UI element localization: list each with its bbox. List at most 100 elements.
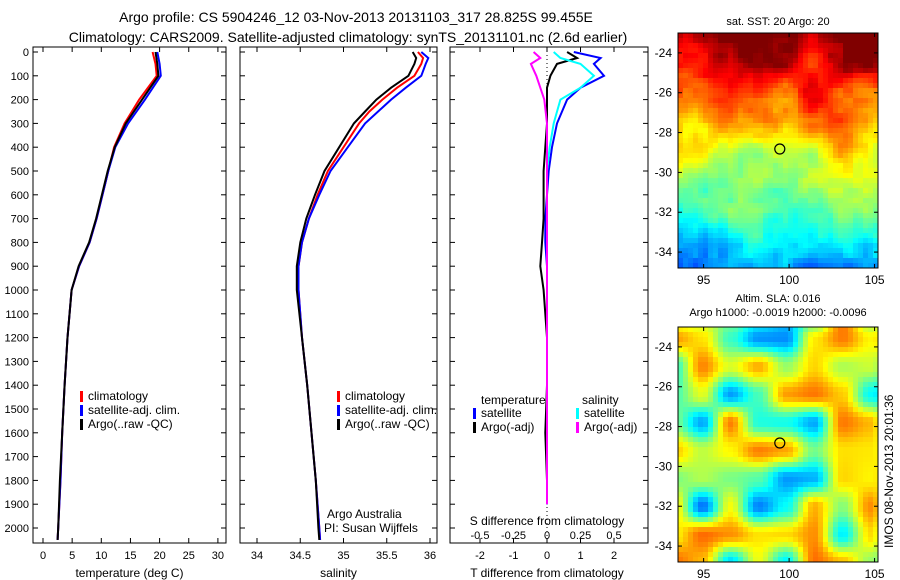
sla-map-cell: [843, 372, 848, 377]
series-line-argo-raw-qc-: [56, 51, 160, 540]
sst-map-cell: [703, 228, 708, 233]
sla-map-cell: [818, 482, 823, 487]
sst-map-cell: [738, 128, 743, 133]
sla-map-cell: [733, 332, 738, 337]
sst-map-cell: [853, 188, 858, 193]
sla-map-cell: [848, 347, 853, 352]
sla-map-cell: [748, 447, 753, 452]
sst-map-cell: [683, 253, 688, 258]
sla-map-cell: [833, 402, 838, 407]
sst-map-cell: [783, 153, 788, 158]
sla-map-cell: [818, 512, 823, 517]
sst-map-cell: [748, 178, 753, 183]
sst-map-cell: [698, 113, 703, 118]
sla-map-cell: [798, 417, 803, 422]
sla-map-cell: [683, 452, 688, 457]
sla-map-cell: [743, 422, 748, 427]
sla-map-cell: [843, 542, 848, 547]
sla-map-cell: [683, 472, 688, 477]
sla-map-cell: [818, 467, 823, 472]
sla-map-cell: [748, 347, 753, 352]
sst-map-cell: [838, 73, 843, 78]
sst-map-cell: [848, 83, 853, 88]
sla-map-cell: [788, 517, 793, 522]
sla-map-cell: [758, 447, 763, 452]
sst-map-cell: [788, 203, 793, 208]
sla-map-cell: [803, 327, 808, 332]
sla-map-cell: [813, 377, 818, 382]
sla-map-cell: [703, 367, 708, 372]
sst-map-cell: [828, 258, 833, 263]
sla-map-cell: [798, 372, 803, 377]
sst-map-cell: [858, 83, 863, 88]
sst-map-cell: [783, 83, 788, 88]
sla-map-cell: [683, 427, 688, 432]
sla-map-cell: [843, 357, 848, 362]
sla-map-cell: [753, 357, 758, 362]
sst-map-cell: [813, 43, 818, 48]
sla-map-cell: [853, 457, 858, 462]
sst-map-cell: [683, 38, 688, 43]
sst-map-cell: [868, 218, 873, 223]
sst-map-cell: [748, 223, 753, 228]
sla-map-cell: [868, 542, 873, 547]
sst-map-cell: [678, 258, 683, 263]
sst-map-cell: [683, 88, 688, 93]
sla-map-cell: [678, 467, 683, 472]
sla-map-cell: [758, 487, 763, 492]
sst-map-cell: [808, 73, 813, 78]
sla-map-cell: [803, 497, 808, 502]
sla-map-cell: [743, 512, 748, 517]
sst-map-cell: [813, 223, 818, 228]
sla-map-cell: [843, 522, 848, 527]
sst-map-cell: [728, 218, 733, 223]
sla-map-cell: [848, 407, 853, 412]
sla-map-cell: [838, 402, 843, 407]
sla-map-cell: [813, 327, 818, 332]
sst-map-cell: [843, 198, 848, 203]
sla-map-cell: [818, 547, 823, 552]
sst-map-cell: [748, 88, 753, 93]
sla-map-cell: [763, 522, 768, 527]
sst-map-cell: [803, 73, 808, 78]
sst-map-cell: [778, 198, 783, 203]
sst-map-cell: [813, 243, 818, 248]
sla-map-cell: [843, 437, 848, 442]
sst-map-cell: [723, 133, 728, 138]
sla-map-cell: [748, 357, 753, 362]
sla-map-cell: [823, 377, 828, 382]
sla-map-cell: [748, 557, 753, 562]
sst-map-cell: [698, 198, 703, 203]
sla-map-cell: [858, 527, 863, 532]
sla-map-cell: [723, 377, 728, 382]
sst-map-cell: [808, 248, 813, 253]
sla-map-cell: [853, 552, 858, 557]
sst-map-cell: [773, 108, 778, 113]
sst-map-cell: [703, 128, 708, 133]
sst-map-cell: [728, 53, 733, 58]
sla-map-cell: [793, 472, 798, 477]
x-tick-label: -1: [509, 550, 519, 562]
sst-map-cell: [713, 253, 718, 258]
sla-map-cell: [738, 382, 743, 387]
sst-map-cell: [758, 183, 763, 188]
sla-map-cell: [738, 402, 743, 407]
sst-map-cell: [788, 153, 793, 158]
sla-map-cell: [793, 352, 798, 357]
sst-map-cell: [803, 103, 808, 108]
sst-map-cell: [793, 263, 798, 268]
sst-map-cell: [773, 253, 778, 258]
sst-map-cell: [803, 223, 808, 228]
sla-map-cell: [763, 457, 768, 462]
sst-map-cell: [723, 248, 728, 253]
sla-map-cell: [773, 517, 778, 522]
sla-map-cell: [818, 372, 823, 377]
sst-map-cell: [703, 188, 708, 193]
sla-map-cell: [768, 557, 773, 562]
sla-map-cell: [703, 372, 708, 377]
sst-map-cell: [743, 133, 748, 138]
sla-map-cell: [803, 467, 808, 472]
x-tick-label: 34: [251, 550, 263, 562]
sla-map-cell: [803, 547, 808, 552]
sla-map-cell: [693, 552, 698, 557]
